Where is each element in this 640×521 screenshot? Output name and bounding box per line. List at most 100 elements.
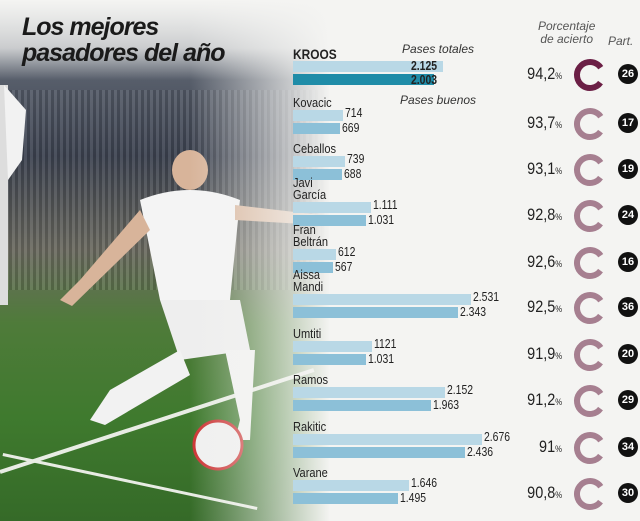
matches-badge: 17 bbox=[618, 113, 638, 133]
bar-good-passes bbox=[293, 262, 333, 273]
accuracy-value: 91,9% bbox=[527, 344, 562, 364]
player-name: Aissa Mandi bbox=[293, 267, 324, 294]
accuracy-ring-icon bbox=[574, 339, 606, 371]
accuracy-ring-icon bbox=[574, 432, 606, 464]
matches-badge: 20 bbox=[618, 344, 638, 364]
matches-badge: 26 bbox=[618, 64, 638, 84]
label-total-passes: 714 bbox=[345, 105, 363, 120]
chart-title: Los mejores pasadores del año bbox=[22, 13, 226, 67]
accuracy-value: 90,8% bbox=[527, 483, 562, 503]
accuracy-ring-icon bbox=[574, 154, 606, 186]
label-total-passes: 1121 bbox=[374, 336, 397, 351]
accuracy-number: 94,2 bbox=[527, 64, 556, 83]
accuracy-value: 93,1% bbox=[527, 159, 562, 179]
percent-symbol: % bbox=[555, 490, 562, 500]
percent-symbol: % bbox=[555, 397, 562, 407]
bar-good-passes bbox=[293, 169, 342, 180]
label-good-passes: 567 bbox=[334, 259, 353, 274]
accuracy-ring-icon bbox=[574, 247, 606, 279]
player-name: Fran Beltrán bbox=[293, 222, 329, 249]
title-line-1: Los mejores bbox=[22, 13, 159, 41]
player-name: Javi García bbox=[293, 175, 327, 202]
percent-symbol: % bbox=[555, 259, 562, 269]
bar-good-passes bbox=[293, 123, 341, 134]
bar-good-passes bbox=[293, 307, 459, 318]
header-total-passes: Pases totales bbox=[402, 42, 475, 56]
header-good-passes: Pases buenos bbox=[400, 93, 477, 107]
label-good-passes: 688 bbox=[343, 166, 361, 181]
player-row: Kovacic 714 669 93,7% 17 bbox=[293, 95, 640, 143]
bar-total-passes bbox=[293, 202, 372, 213]
header-accuracy: Porcentaje de acierto bbox=[538, 19, 596, 46]
accuracy-value: 91% bbox=[539, 437, 562, 457]
accuracy-number: 91,9 bbox=[527, 344, 556, 363]
player-row: Rakitic 2.676 2.436 91% 34 bbox=[293, 420, 640, 467]
bar-total-passes bbox=[293, 480, 410, 491]
percent-symbol: % bbox=[555, 444, 562, 454]
bar-good-passes bbox=[293, 215, 366, 226]
bar-total-passes bbox=[293, 341, 373, 352]
label-good-passes: 1.031 bbox=[367, 212, 394, 227]
label-good-passes: 2.003 bbox=[410, 72, 437, 87]
label-total-passes: 739 bbox=[347, 151, 365, 166]
bar-total-passes bbox=[293, 61, 443, 72]
percent-symbol: % bbox=[555, 212, 562, 222]
matches-badge: 19 bbox=[618, 159, 638, 179]
player-row: Umtiti 1121 1.031 91,9% 20 bbox=[293, 327, 640, 374]
player-name: Kovacic bbox=[293, 95, 332, 110]
bar-total-passes bbox=[293, 434, 482, 445]
accuracy-ring-icon bbox=[574, 292, 606, 324]
matches-badge: 30 bbox=[618, 483, 638, 503]
bar-total-passes bbox=[293, 249, 337, 260]
label-total-passes: 1.646 bbox=[411, 475, 438, 490]
accuracy-value: 92,5% bbox=[527, 297, 562, 317]
player-row: Aissa Mandi 2.531 2.343 92,5% 36 bbox=[293, 268, 640, 327]
label-total-passes: 2.152 bbox=[446, 382, 473, 397]
accuracy-number: 90,8 bbox=[527, 483, 556, 502]
bar-total-passes bbox=[293, 294, 472, 305]
bar-total-passes bbox=[293, 387, 445, 398]
bar-good-passes bbox=[293, 74, 435, 85]
bar-total-passes bbox=[293, 110, 344, 121]
header-matches: Part. bbox=[608, 34, 634, 48]
label-good-passes: 669 bbox=[342, 120, 360, 135]
accuracy-ring-icon bbox=[574, 108, 606, 140]
label-total-passes: 2.676 bbox=[483, 429, 510, 444]
accuracy-number: 92,5 bbox=[527, 297, 556, 316]
title-line-2: pasadores del año bbox=[22, 39, 226, 67]
matches-badge: 16 bbox=[618, 252, 638, 272]
label-good-passes: 1.963 bbox=[433, 397, 460, 412]
label-total-passes: 1.111 bbox=[373, 197, 398, 212]
accuracy-number: 91,2 bbox=[527, 390, 556, 409]
player-row: KROOS 2.125 2.003 94,2% 26 bbox=[293, 47, 640, 94]
background-photo bbox=[0, 0, 330, 521]
percent-symbol: % bbox=[555, 166, 562, 176]
player-name: Ceballos bbox=[293, 141, 337, 156]
accuracy-value: 92,8% bbox=[527, 205, 562, 225]
label-total-passes: 2.531 bbox=[473, 289, 500, 304]
matches-badge: 34 bbox=[618, 437, 638, 457]
percent-symbol: % bbox=[555, 120, 562, 130]
player-row: Ceballos 739 688 93,1% 19 bbox=[293, 141, 640, 189]
player-row: Ramos 2.152 1.963 91,2% 29 bbox=[293, 372, 640, 420]
accuracy-number: 91 bbox=[539, 437, 556, 456]
accuracy-ring-icon bbox=[574, 59, 606, 91]
player-name: Ramos bbox=[293, 372, 329, 387]
accuracy-ring-icon bbox=[574, 478, 606, 510]
matches-badge: 36 bbox=[618, 297, 638, 317]
player-row: Javi García 1.111 1.031 92,8% 24 bbox=[293, 176, 640, 235]
accuracy-value: 91,2% bbox=[527, 390, 562, 410]
label-good-passes: 2.436 bbox=[466, 444, 493, 459]
accuracy-ring-icon bbox=[574, 385, 606, 417]
accuracy-number: 93,7 bbox=[527, 113, 556, 132]
label-good-passes: 2.343 bbox=[460, 304, 487, 319]
percent-symbol: % bbox=[555, 351, 562, 361]
matches-badge: 29 bbox=[618, 390, 638, 410]
percent-symbol: % bbox=[555, 304, 562, 314]
accuracy-value: 92,6% bbox=[527, 252, 562, 272]
bar-good-passes bbox=[293, 447, 465, 458]
accuracy-number: 92,8 bbox=[527, 205, 556, 224]
bar-good-passes bbox=[293, 400, 432, 411]
accuracy-number: 93,1 bbox=[527, 159, 556, 178]
label-good-passes: 1.031 bbox=[367, 351, 394, 366]
